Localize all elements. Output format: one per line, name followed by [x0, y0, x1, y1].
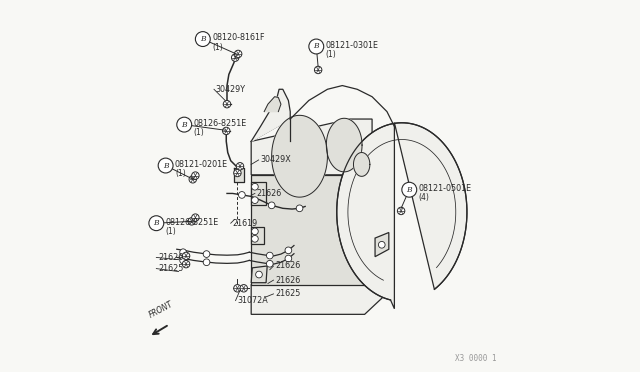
Text: B: B: [154, 219, 159, 227]
Text: (1): (1): [166, 227, 177, 236]
Circle shape: [158, 158, 173, 173]
Circle shape: [314, 66, 322, 74]
Circle shape: [191, 214, 199, 221]
Text: 08126-8251E: 08126-8251E: [193, 119, 247, 128]
Circle shape: [177, 117, 191, 132]
Circle shape: [232, 54, 239, 61]
Circle shape: [189, 176, 196, 183]
Text: 21626: 21626: [257, 189, 282, 198]
Text: 08121-0501E: 08121-0501E: [419, 184, 472, 193]
Text: 08120-8161F: 08120-8161F: [212, 33, 264, 42]
Circle shape: [252, 228, 259, 235]
Text: 21625: 21625: [158, 264, 184, 273]
Text: 21625: 21625: [275, 289, 301, 298]
Circle shape: [285, 247, 292, 254]
Polygon shape: [251, 182, 266, 205]
Text: B: B: [406, 186, 412, 194]
Circle shape: [266, 260, 273, 267]
Circle shape: [378, 241, 385, 248]
Polygon shape: [251, 89, 291, 141]
Text: 31072A: 31072A: [237, 296, 268, 305]
Polygon shape: [365, 149, 394, 285]
Polygon shape: [251, 266, 267, 283]
Text: (1): (1): [175, 169, 186, 178]
Text: (1): (1): [326, 50, 337, 59]
Polygon shape: [251, 257, 394, 314]
Circle shape: [266, 252, 273, 259]
Text: (1): (1): [212, 43, 223, 52]
Polygon shape: [251, 175, 365, 285]
Circle shape: [296, 205, 303, 212]
Circle shape: [252, 235, 259, 242]
Polygon shape: [251, 119, 372, 175]
Text: B: B: [181, 121, 187, 129]
Text: 21626: 21626: [158, 253, 184, 262]
Circle shape: [203, 251, 210, 257]
Text: 08121-0301E: 08121-0301E: [326, 41, 379, 50]
Text: 21619: 21619: [232, 219, 258, 228]
Text: 21626: 21626: [275, 262, 301, 270]
Polygon shape: [353, 153, 370, 176]
Text: B: B: [163, 161, 168, 170]
Circle shape: [180, 257, 186, 264]
Text: 21626: 21626: [275, 276, 301, 285]
Circle shape: [223, 127, 230, 135]
Circle shape: [195, 32, 211, 46]
Circle shape: [182, 252, 190, 260]
Circle shape: [203, 259, 210, 266]
Circle shape: [255, 271, 262, 278]
Circle shape: [223, 100, 231, 108]
Circle shape: [397, 207, 405, 215]
Circle shape: [180, 249, 186, 256]
Circle shape: [191, 172, 199, 179]
Circle shape: [240, 285, 248, 292]
Circle shape: [234, 50, 242, 58]
Text: (1): (1): [193, 128, 204, 137]
Polygon shape: [251, 227, 264, 244]
Text: 08121-0201E: 08121-0201E: [175, 160, 228, 169]
Circle shape: [402, 182, 417, 197]
Text: 08126-8251E: 08126-8251E: [166, 218, 219, 227]
Text: FRONT: FRONT: [147, 300, 174, 320]
Text: X3 0000 1: X3 0000 1: [455, 354, 497, 363]
Circle shape: [234, 285, 241, 292]
Text: B: B: [314, 42, 319, 51]
Polygon shape: [271, 115, 328, 197]
Circle shape: [188, 218, 195, 225]
Circle shape: [252, 197, 259, 203]
Text: B: B: [200, 35, 205, 43]
Circle shape: [234, 169, 241, 177]
Text: (4): (4): [419, 193, 429, 202]
Circle shape: [182, 260, 190, 268]
Text: 30429X: 30429X: [260, 155, 291, 164]
Circle shape: [239, 192, 245, 198]
Circle shape: [149, 216, 164, 231]
Polygon shape: [375, 232, 389, 257]
Circle shape: [285, 255, 292, 262]
Circle shape: [309, 39, 324, 54]
Text: 30429Y: 30429Y: [216, 85, 246, 94]
Polygon shape: [234, 168, 244, 182]
Polygon shape: [264, 97, 281, 112]
Polygon shape: [337, 123, 467, 309]
Circle shape: [268, 202, 275, 209]
Circle shape: [252, 183, 259, 190]
Circle shape: [236, 163, 244, 170]
Polygon shape: [326, 118, 362, 172]
